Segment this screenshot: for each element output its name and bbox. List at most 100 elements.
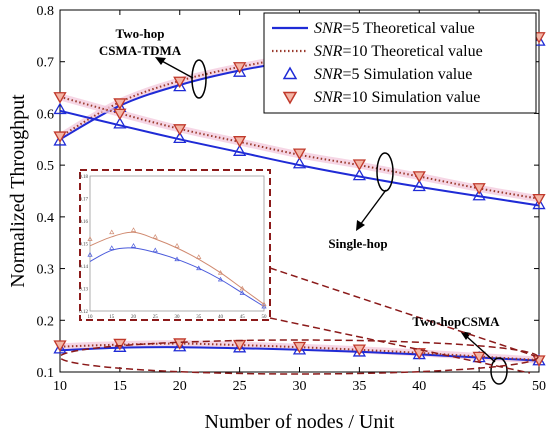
y-tick-label: 0.8 <box>37 4 55 19</box>
point-snr10-simulation <box>292 341 307 354</box>
x-axis-label: Number of nodes / Unit <box>205 411 395 433</box>
legend-swatch-marker <box>282 91 298 105</box>
point-snr10-simulation <box>412 348 426 360</box>
point-snr10-simulation <box>532 193 546 206</box>
inset-line-snr5 <box>89 247 265 307</box>
inset-point-snr5 <box>261 303 267 309</box>
legend-label: SNR=5 Simulation value <box>314 66 472 83</box>
inset-x-tick-label: 15 <box>109 315 115 320</box>
point-snr5-simulation <box>412 179 426 192</box>
legend-label-snr: SNR <box>314 89 343 106</box>
inset-point-snr10 <box>152 234 158 239</box>
inset-x-tick-label: 20 <box>131 315 137 320</box>
legend-label: SNR=5 Theoretical value <box>314 20 475 37</box>
inset-y-tick-label: 0.12 <box>79 310 88 315</box>
annotation-arrow-line <box>359 189 387 226</box>
annotation-arrow-line <box>464 334 496 363</box>
inset-point-snr10 <box>196 254 202 259</box>
point-snr10-simulation <box>113 98 127 110</box>
inset-x-tick-label: 10 <box>88 315 94 320</box>
inset-point-snr10 <box>217 270 224 275</box>
point-snr10-simulation <box>113 338 127 351</box>
inset-point-snr5 <box>152 247 158 253</box>
annotation-label: Two-hopCSMA <box>412 314 500 329</box>
x-tick-label: 20 <box>173 379 187 394</box>
point-snr10-simulation <box>53 131 67 143</box>
legend-label-text: =10 Simulation value <box>342 89 480 106</box>
zoom-region-ellipse <box>59 339 539 375</box>
point-snr10-simulation <box>472 351 486 364</box>
y-tick-label: 0.6 <box>37 107 55 122</box>
point-snr10-simulation <box>412 171 426 183</box>
point-snr5-simulation <box>173 339 187 352</box>
y-tick-label: 0.2 <box>37 314 55 329</box>
point-snr5-simulation <box>113 116 127 129</box>
annotation-ellipse-two-hop-csma-tdma <box>191 59 207 99</box>
legend-swatch-marker <box>282 66 298 80</box>
point-snr10-simulation <box>352 159 366 171</box>
inset-point-snr5 <box>87 252 93 257</box>
inset-y-tick-label: 0.13 <box>79 288 88 293</box>
inset-x-tick-label: 25 <box>153 315 159 320</box>
point-snr5-simulation <box>292 342 307 355</box>
point-snr5-simulation <box>173 131 187 144</box>
inset-point-snr10 <box>109 229 115 235</box>
inset-point-snr5 <box>239 290 245 295</box>
inset-x-tick-label: 50 <box>262 315 268 320</box>
point-snr5-simulation <box>352 168 366 181</box>
x-tick-label: 15 <box>113 379 127 394</box>
point-snr5-simulation <box>292 156 307 169</box>
legend-label: SNR=10 Simulation value <box>314 89 480 106</box>
series-line-snr10-theory <box>59 95 540 200</box>
inset-y-tick-label: 0.15 <box>79 243 88 248</box>
inset-point-snr5 <box>130 243 137 248</box>
point-snr5-simulation <box>472 188 486 201</box>
inset-y-tick-label: 0.18 <box>79 175 88 180</box>
annotation-arrowhead <box>460 331 471 340</box>
x-tick-label: 30 <box>293 379 307 394</box>
annotation-arrow-line <box>159 59 194 79</box>
point-snr5-simulation <box>173 79 187 92</box>
point-snr5-simulation <box>53 134 67 146</box>
annotation-ellipse-two-hop-csma <box>490 357 508 385</box>
inset-point-snr10 <box>239 285 245 291</box>
point-snr10-simulation <box>233 136 247 148</box>
legend-label-text: =5 Theoretical value <box>342 20 474 37</box>
x-tick-label: 10 <box>53 379 67 394</box>
y-tick-label: 0.1 <box>37 366 55 381</box>
y-tick-label: 0.4 <box>37 211 55 226</box>
x-tick-label: 40 <box>412 379 426 394</box>
inset-plot-frame <box>89 175 265 312</box>
y-tick-label: 0.3 <box>37 263 55 278</box>
x-tick-label: 35 <box>352 379 366 394</box>
annotation-label: Single-hop <box>328 236 387 251</box>
inset-y-tick-label: 0.16 <box>79 220 88 225</box>
point-snr5-simulation <box>233 65 247 77</box>
point-snr10-simulation <box>233 62 247 74</box>
inset-line-snr10 <box>89 231 265 305</box>
zoom-connector-line <box>269 267 536 357</box>
annotation-arrowhead <box>356 220 365 231</box>
y-axis-label: Normalized Throughput <box>7 94 29 288</box>
point-snr10-simulation <box>292 148 307 161</box>
legend-label-snr: SNR <box>314 20 343 37</box>
annotation-arrowhead <box>155 57 166 65</box>
legend-label-snr: SNR <box>314 43 343 60</box>
annotation-label: Two-hop <box>116 26 165 41</box>
inset-x-tick-label: 35 <box>196 315 202 320</box>
x-tick-label: 50 <box>532 379 546 394</box>
y-tick-label: 0.5 <box>37 159 55 174</box>
inset-point-snr10 <box>261 301 267 307</box>
y-tick-label: 0.7 <box>37 56 55 71</box>
inset-point-snr5 <box>109 245 115 250</box>
inset-x-tick-label: 45 <box>240 315 246 320</box>
legend-label-snr: SNR <box>314 66 343 83</box>
point-snr5-simulation <box>53 341 67 354</box>
series-line-snr5-theory <box>59 109 540 207</box>
point-snr5-simulation <box>233 144 247 156</box>
point-snr10-simulation <box>173 76 187 89</box>
inset-frame <box>79 169 271 321</box>
point-snr10-simulation <box>53 92 67 104</box>
x-tick-label: 25 <box>233 379 247 394</box>
